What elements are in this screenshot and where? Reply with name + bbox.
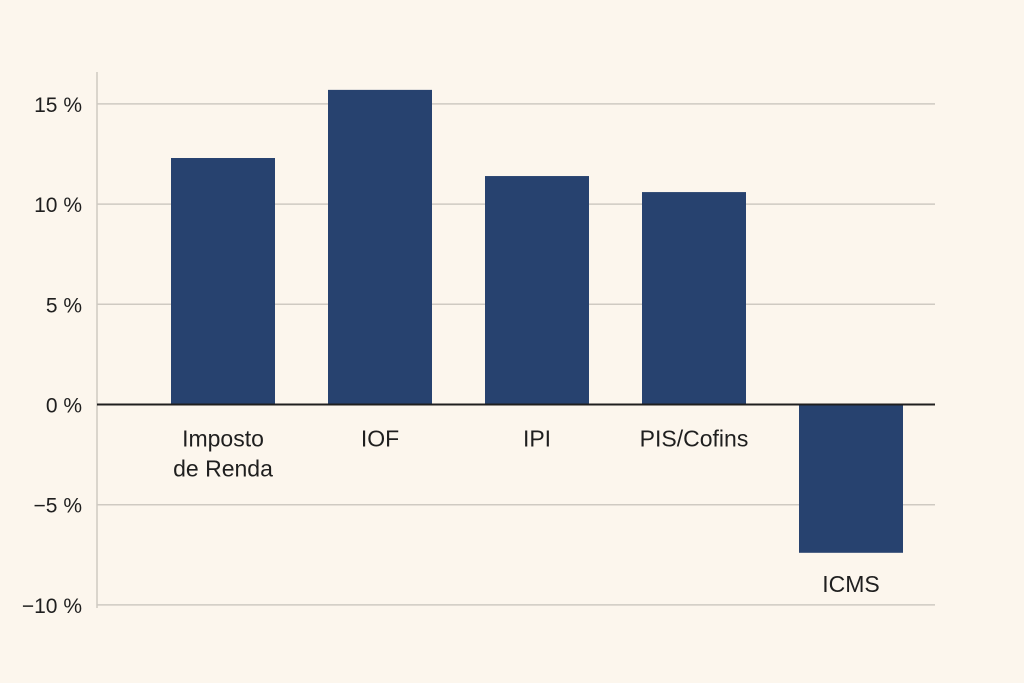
bar bbox=[171, 158, 275, 405]
y-tick-label: 5 % bbox=[46, 294, 82, 317]
y-tick-label: −10 % bbox=[22, 595, 82, 618]
category-label: IOF bbox=[361, 426, 399, 452]
bar bbox=[328, 89, 432, 405]
bar bbox=[799, 404, 903, 553]
category-labels: Imposto de Renda IOF IPI PIS/Cofins ICMS bbox=[173, 426, 880, 597]
category-label: ICMS bbox=[822, 571, 880, 597]
y-tick-labels: 15 % 10 % 5 % 0 % −5 % −10 % bbox=[22, 94, 82, 618]
category-label: PIS/Cofins bbox=[640, 426, 749, 452]
bar bbox=[485, 176, 589, 405]
bars bbox=[171, 89, 903, 553]
category-label: IPI bbox=[523, 426, 551, 452]
axes bbox=[96, 72, 935, 608]
bar bbox=[642, 192, 746, 405]
y-tick-label: 10 % bbox=[34, 194, 82, 217]
category-label: Imposto de Renda bbox=[173, 426, 273, 482]
y-tick-label: 15 % bbox=[34, 94, 82, 117]
y-tick-label: −5 % bbox=[34, 495, 82, 518]
y-tick-label: 0 % bbox=[46, 395, 82, 418]
